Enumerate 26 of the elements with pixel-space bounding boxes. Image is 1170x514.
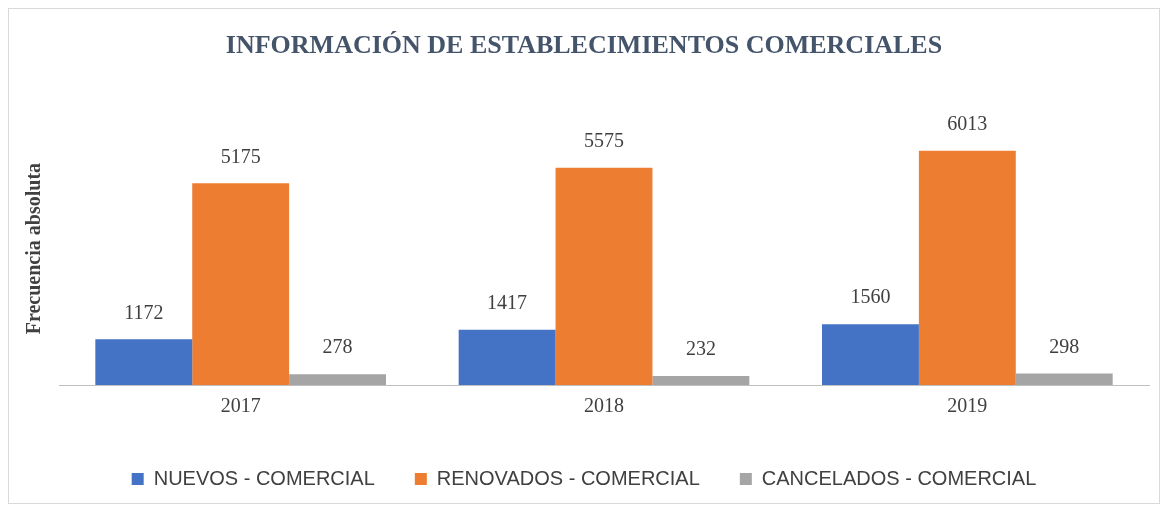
data-label: 5175: [220, 144, 261, 167]
x-tick-label: 2019: [947, 394, 988, 417]
legend-label: RENOVADOS - COMERCIAL: [436, 466, 700, 489]
data-label: 6013: [947, 111, 988, 134]
chart-title: INFORMACIÓN DE ESTABLECIMIENTOS COMERCIALES: [225, 30, 943, 60]
x-tick-label: 2018: [584, 394, 624, 417]
bar: [192, 183, 290, 385]
data-label: 232: [685, 337, 716, 360]
bar: [918, 150, 1016, 385]
x-tick-label: 2017: [220, 394, 261, 417]
data-label: 298: [1049, 334, 1080, 357]
data-label: 1560: [850, 285, 891, 308]
legend-label: CANCELADOS - COMERCIAL: [761, 466, 1037, 489]
legend-label: NUEVOS - COMERCIAL: [153, 466, 375, 489]
y-axis-title: Frecuencia absoluta: [22, 162, 45, 335]
bar: [289, 374, 386, 385]
data-label: 278: [322, 335, 353, 358]
bar: [822, 324, 919, 385]
bar: [555, 167, 653, 385]
bar: [458, 329, 556, 385]
data-label: 1172: [124, 300, 164, 323]
bar: [1015, 373, 1113, 385]
bar: [95, 339, 193, 385]
bar: [652, 375, 750, 385]
data-label: 5575: [584, 128, 624, 151]
data-label: 1417: [487, 291, 528, 314]
